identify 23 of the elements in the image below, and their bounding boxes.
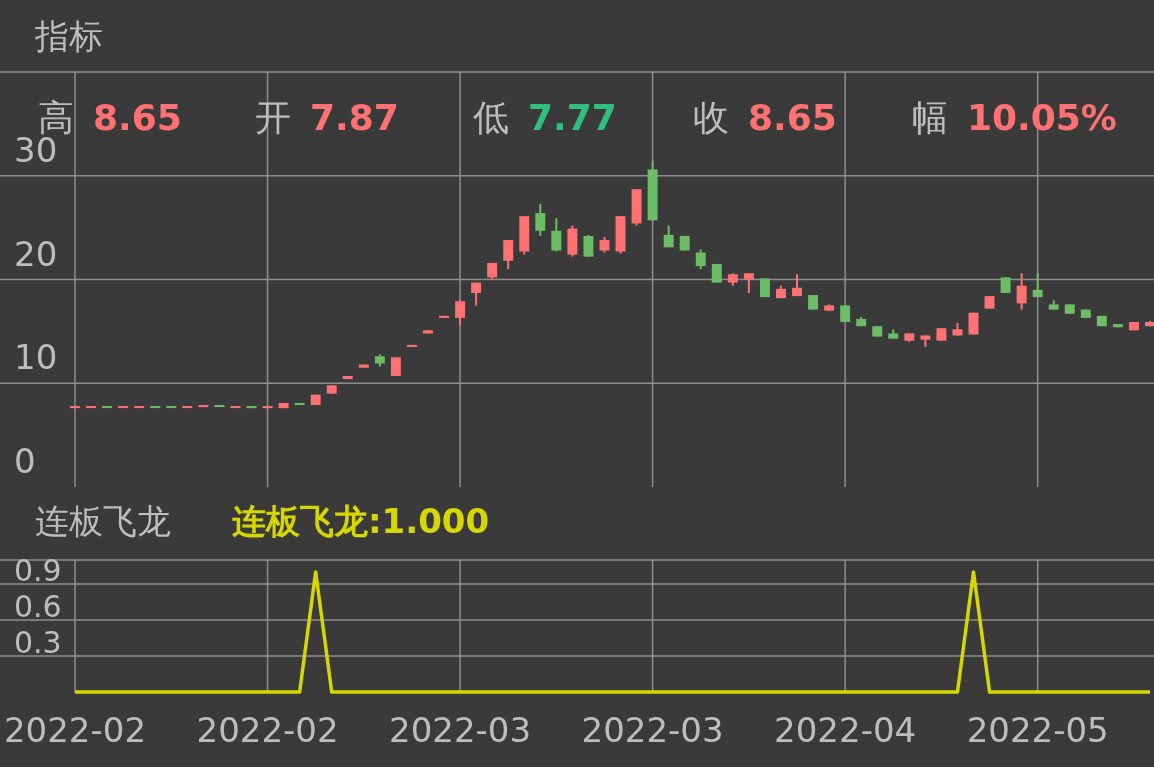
annotation: 7.87 (310, 97, 399, 138)
annotation: 8.65 (748, 97, 837, 138)
y-tick-label: 0.3 (14, 625, 62, 660)
x-tick-label: 2022-02 (196, 710, 339, 750)
y-tick-label: 0.6 (14, 589, 62, 624)
annotation: 7.77 (528, 97, 617, 138)
annotation: 收 (693, 97, 729, 138)
x-tick-label: 2022-04 (774, 710, 917, 750)
y-tick-label: 0 (14, 441, 36, 481)
x-tick-label: 2022-02 (3, 710, 147, 750)
annotation: 低 (473, 97, 509, 138)
annotation: 8.65 (93, 97, 182, 138)
x-tick-label: 2022-03 (389, 710, 532, 750)
chart-title: 指标 (34, 16, 103, 56)
annotation: 幅 (912, 97, 948, 138)
text: 连板飞龙:1.000 (232, 501, 490, 541)
y-tick-label: 10 (14, 337, 58, 378)
x-tick-label: 2022-05 (966, 710, 1109, 750)
y-tick-label: 0.9 (14, 553, 62, 588)
chart-title: 连板飞龙 (35, 501, 171, 541)
annotation: 10.05% (967, 97, 1117, 138)
y-tick-label: 20 (14, 233, 58, 274)
x-tick-label: 2022-03 (581, 710, 724, 750)
